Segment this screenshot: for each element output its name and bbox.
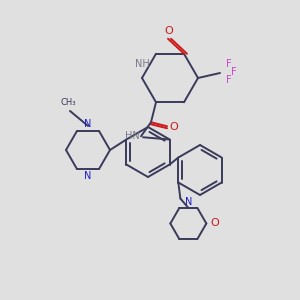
Text: O: O [210,218,219,229]
Text: NH: NH [135,59,149,69]
Text: O: O [165,26,173,36]
Text: HN: HN [124,131,140,141]
Text: O: O [169,122,178,132]
Text: CH₃: CH₃ [60,98,76,107]
Text: N: N [185,197,192,207]
Text: N: N [84,119,92,129]
Text: N: N [84,171,92,181]
Text: F: F [226,59,232,69]
Text: F: F [231,67,237,77]
Text: F: F [226,75,232,85]
